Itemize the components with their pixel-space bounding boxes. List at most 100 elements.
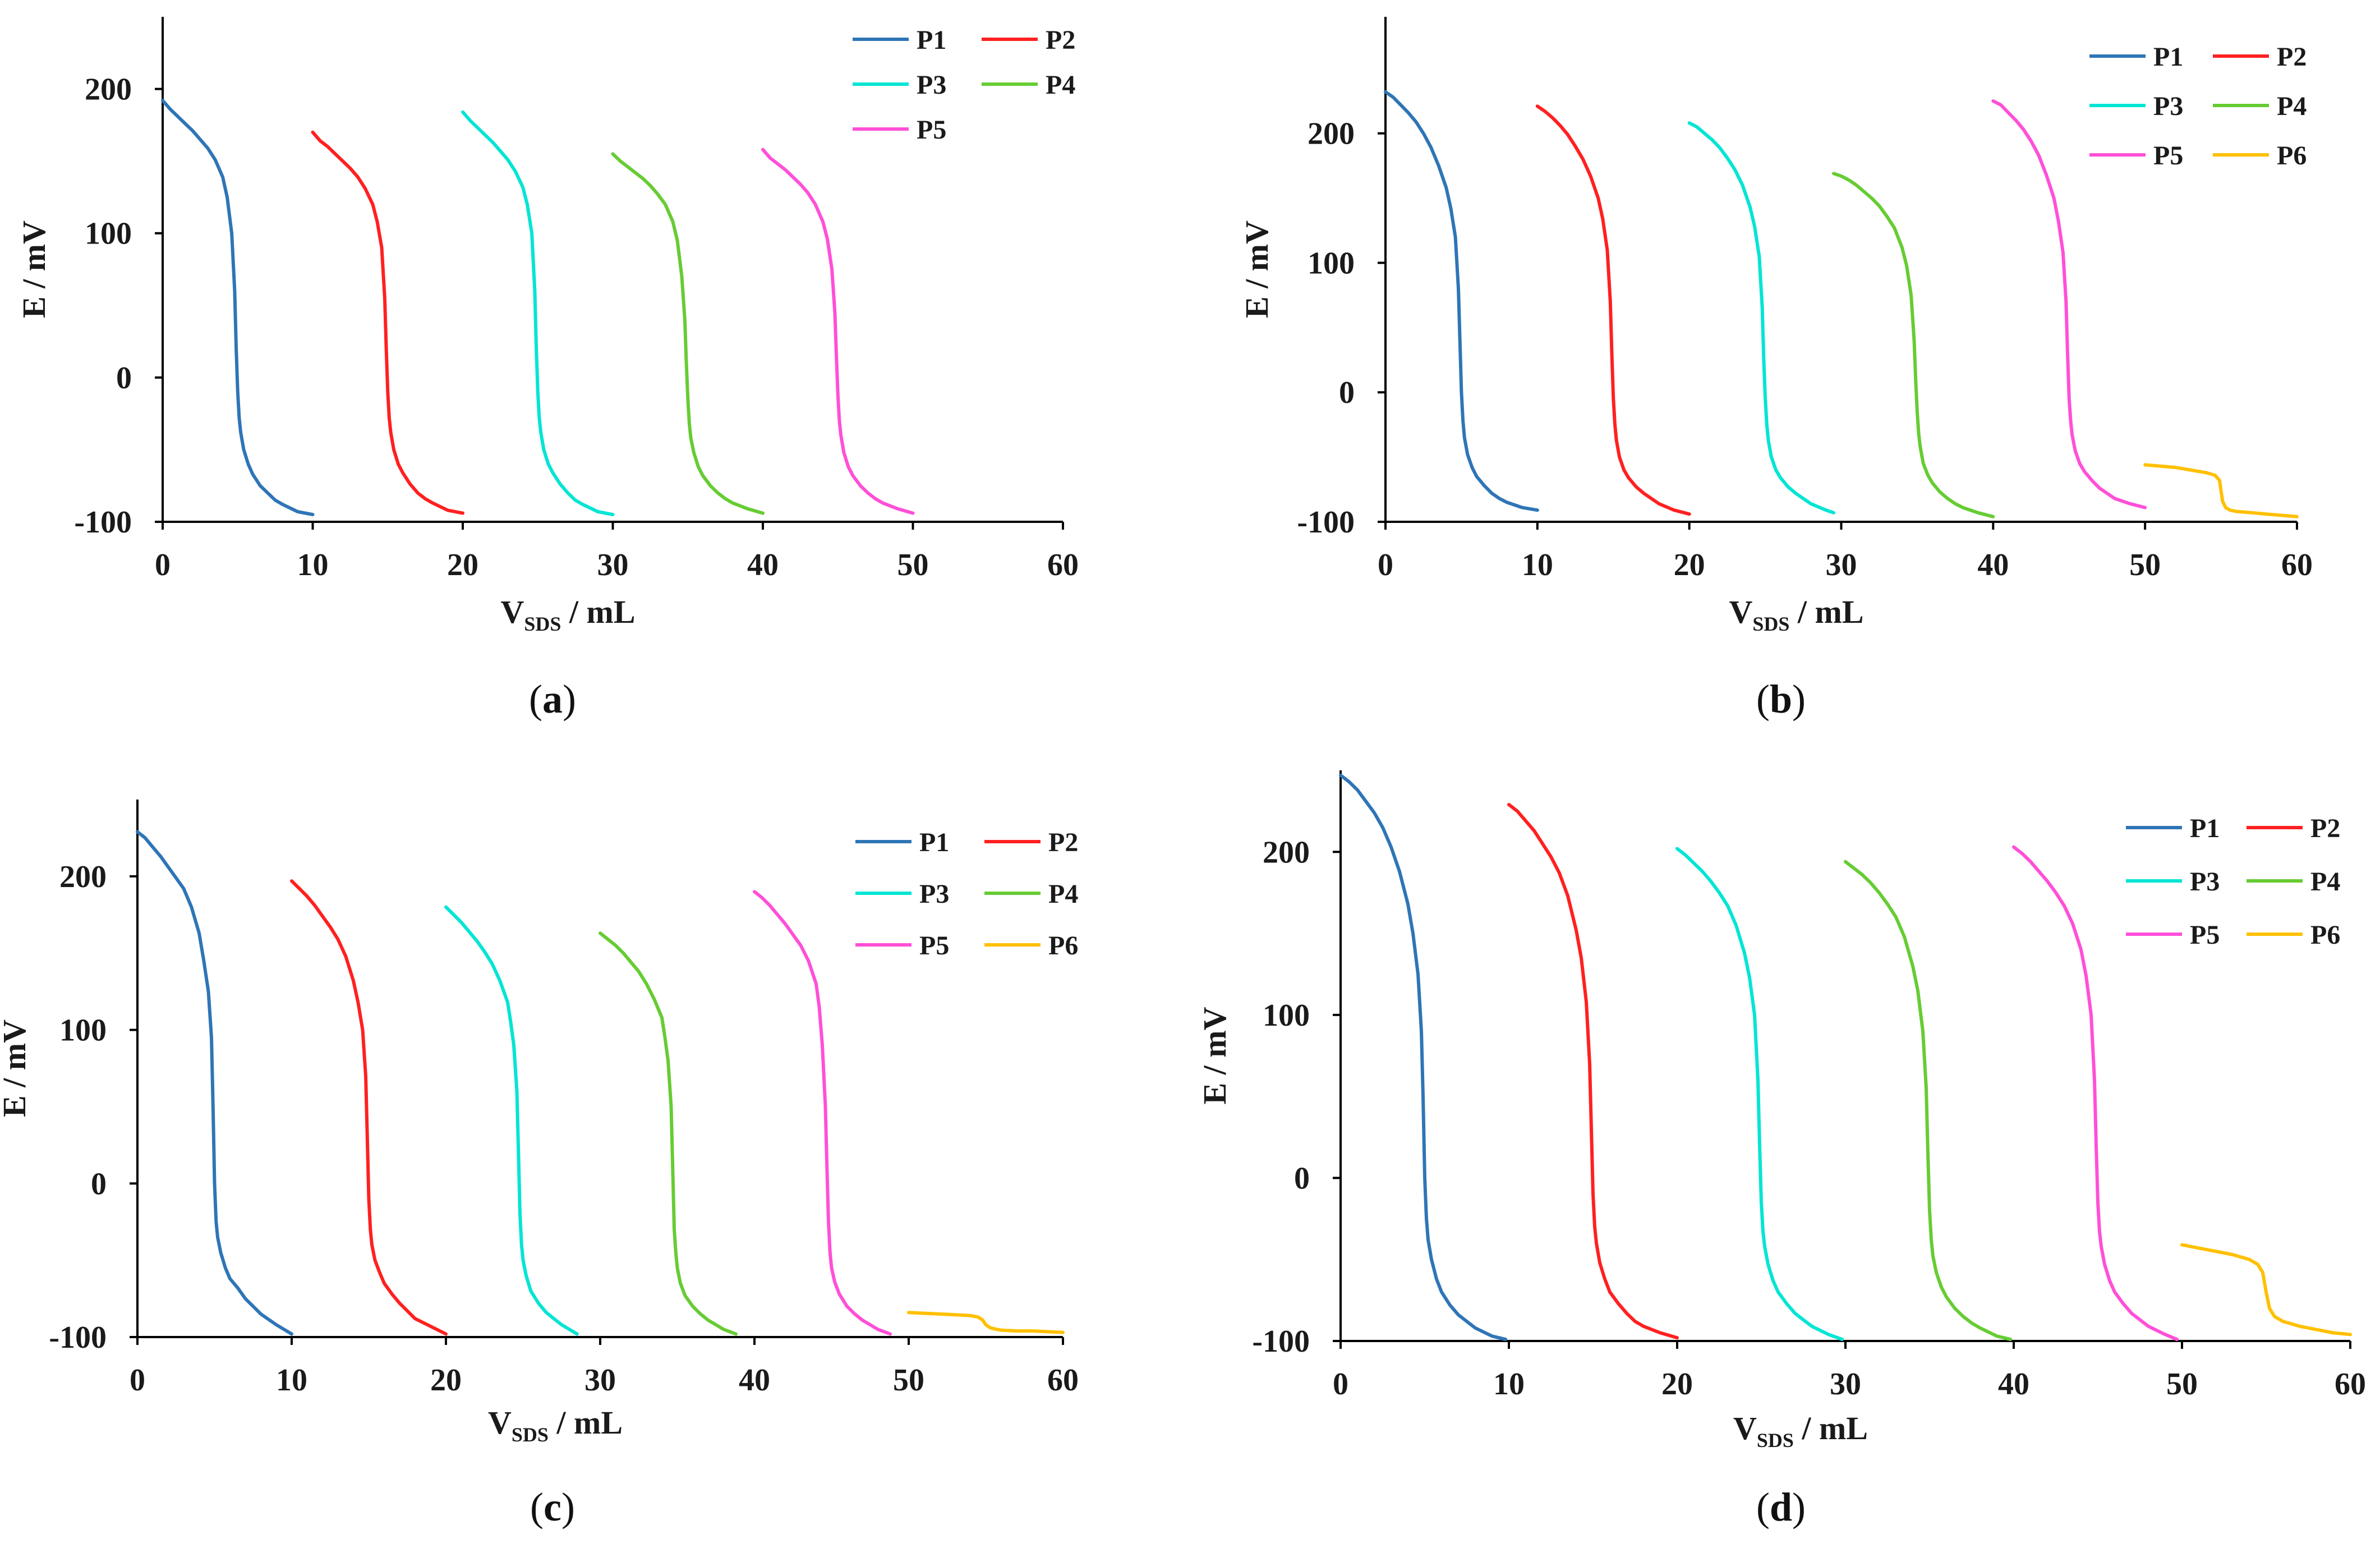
x-tick-label: 30 bbox=[597, 548, 629, 582]
x-tick-label: 40 bbox=[747, 548, 779, 582]
series-line-p1 bbox=[1384, 90, 1539, 512]
x-axis-label: VSDS / mL bbox=[488, 1404, 623, 1446]
legend-label-p6: P6 bbox=[2310, 920, 2340, 950]
legend-label-p5: P5 bbox=[919, 931, 949, 961]
series-line-p2 bbox=[311, 130, 464, 515]
y-tick-label: 100 bbox=[1263, 998, 1310, 1033]
y-tick-label: -100 bbox=[49, 1320, 107, 1355]
legend-label-p2: P2 bbox=[1046, 25, 1075, 55]
series-line-p6 bbox=[2180, 1243, 2352, 1336]
legend-label-p3: P3 bbox=[917, 70, 946, 100]
legend-label-p5: P5 bbox=[2153, 141, 2183, 171]
legend-label-p1: P1 bbox=[2190, 814, 2220, 843]
y-tick-label: 100 bbox=[85, 217, 132, 251]
x-tick-label: 60 bbox=[1047, 548, 1079, 582]
panel-d: 0 10 20 30 40 50 60 -100 0 100 200 VSDS / mL E / mV P… bbox=[1196, 770, 2366, 1530]
panel-letter: (d) bbox=[1756, 1485, 1806, 1530]
x-axis-label: VSDS / mL bbox=[1729, 594, 1863, 635]
legend-label-p6: P6 bbox=[2277, 141, 2307, 171]
x-tick-label: 0 bbox=[155, 548, 171, 582]
panel-letter: (a) bbox=[529, 677, 576, 722]
x-tick-label: 60 bbox=[2281, 548, 2313, 582]
y-axis-label: E / mV bbox=[0, 1019, 33, 1117]
x-tick-label: 20 bbox=[430, 1363, 462, 1398]
y-tick-label: 200 bbox=[1263, 835, 1310, 870]
x-tick-label: 10 bbox=[1522, 548, 1553, 582]
x-tick-label: 20 bbox=[1674, 548, 1705, 582]
y-axis-label: E / mV bbox=[16, 221, 52, 318]
panel-letter: (b) bbox=[1756, 677, 1806, 722]
legend-label-p1: P1 bbox=[917, 25, 946, 55]
legend-label-p1: P1 bbox=[2153, 42, 2183, 72]
series-line-p2 bbox=[1535, 104, 1691, 516]
legend-label-p4: P4 bbox=[1048, 879, 1078, 909]
x-tick-label: 40 bbox=[1977, 548, 2009, 582]
y-tick-label: 0 bbox=[1294, 1161, 1310, 1196]
x-tick-label: 10 bbox=[1493, 1367, 1525, 1402]
legend-label-p4: P4 bbox=[2277, 91, 2307, 121]
y-tick-label: 0 bbox=[91, 1166, 107, 1201]
x-tick-label: 30 bbox=[584, 1363, 616, 1398]
series-line-p6 bbox=[2143, 463, 2299, 518]
x-tick-label: 0 bbox=[1378, 548, 1393, 582]
x-tick-label: 60 bbox=[2335, 1367, 2366, 1402]
series-line-p1 bbox=[161, 99, 315, 517]
x-tick-label: 50 bbox=[897, 548, 929, 582]
y-tick-label: -100 bbox=[1297, 505, 1355, 540]
y-tick-label: 200 bbox=[59, 860, 107, 894]
legend-label-p2: P2 bbox=[2310, 814, 2340, 843]
series-line-p1 bbox=[136, 830, 293, 1336]
x-tick-label: 20 bbox=[1661, 1367, 1693, 1402]
series-line-p6 bbox=[907, 1311, 1065, 1334]
x-axis-label: VSDS / mL bbox=[500, 594, 635, 635]
series-line-p5 bbox=[761, 148, 915, 515]
series-line-p3 bbox=[444, 905, 579, 1336]
legend-label-p2: P2 bbox=[1048, 828, 1078, 857]
x-tick-label: 50 bbox=[893, 1363, 924, 1398]
series-line-p3 bbox=[461, 110, 615, 517]
y-tick-label: 100 bbox=[59, 1013, 107, 1048]
legend-label-p3: P3 bbox=[919, 879, 949, 909]
series-line-p2 bbox=[290, 879, 448, 1336]
series-line-p1 bbox=[1339, 773, 1507, 1342]
panel-b: 0 10 20 30 40 50 60 -100 0 100 200 VSDS / mL E / mV P… bbox=[1239, 17, 2313, 722]
series-line-p4 bbox=[599, 931, 738, 1336]
panel-letter: (c) bbox=[530, 1485, 575, 1530]
x-tick-label: 10 bbox=[297, 548, 329, 582]
y-tick-label: -100 bbox=[74, 505, 132, 540]
y-tick-label: -100 bbox=[1252, 1324, 1310, 1359]
series-line-p5 bbox=[1991, 99, 2147, 509]
panel-a: 0 10 20 30 40 50 60 -100 0 100 200 VSDS / mL E / mV P… bbox=[16, 17, 1079, 722]
y-tick-label: 200 bbox=[85, 72, 132, 107]
x-tick-label: 50 bbox=[2166, 1367, 2198, 1402]
series-line-p2 bbox=[1507, 803, 1679, 1340]
series-line-p4 bbox=[611, 152, 765, 515]
x-tick-label: 60 bbox=[1047, 1363, 1079, 1398]
x-tick-label: 40 bbox=[1998, 1367, 2029, 1402]
legend-label-p4: P4 bbox=[1046, 70, 1075, 100]
series-line-p3 bbox=[1675, 847, 1844, 1342]
legend-label-p6: P6 bbox=[1048, 931, 1078, 961]
series-line-p4 bbox=[1844, 860, 2012, 1342]
legend-label-p5: P5 bbox=[917, 115, 946, 145]
x-tick-label: 40 bbox=[739, 1363, 770, 1398]
legend-label-p4: P4 bbox=[2310, 867, 2340, 897]
x-tick-label: 30 bbox=[1830, 1367, 1861, 1402]
x-tick-label: 10 bbox=[276, 1363, 307, 1398]
legend-label-p5: P5 bbox=[2190, 920, 2220, 950]
series-line-p4 bbox=[1832, 172, 1995, 518]
legend-label-p3: P3 bbox=[2190, 867, 2220, 897]
panel-c: 0 10 20 30 40 50 60 -100 0 100 200 VSDS / mL E / mV P… bbox=[0, 800, 1079, 1530]
series-line-p5 bbox=[2012, 845, 2179, 1342]
y-tick-label: 0 bbox=[116, 361, 132, 396]
y-tick-label: 100 bbox=[1308, 246, 1355, 281]
y-tick-label: 200 bbox=[1308, 117, 1355, 151]
x-tick-label: 50 bbox=[2129, 548, 2161, 582]
legend-label-p1: P1 bbox=[919, 828, 949, 857]
y-tick-label: 0 bbox=[1339, 375, 1355, 410]
x-tick-label: 0 bbox=[130, 1363, 145, 1398]
y-axis-label: E / mV bbox=[1239, 221, 1275, 318]
series-line-p5 bbox=[753, 890, 892, 1336]
y-axis-label: E / mV bbox=[1196, 1007, 1233, 1104]
